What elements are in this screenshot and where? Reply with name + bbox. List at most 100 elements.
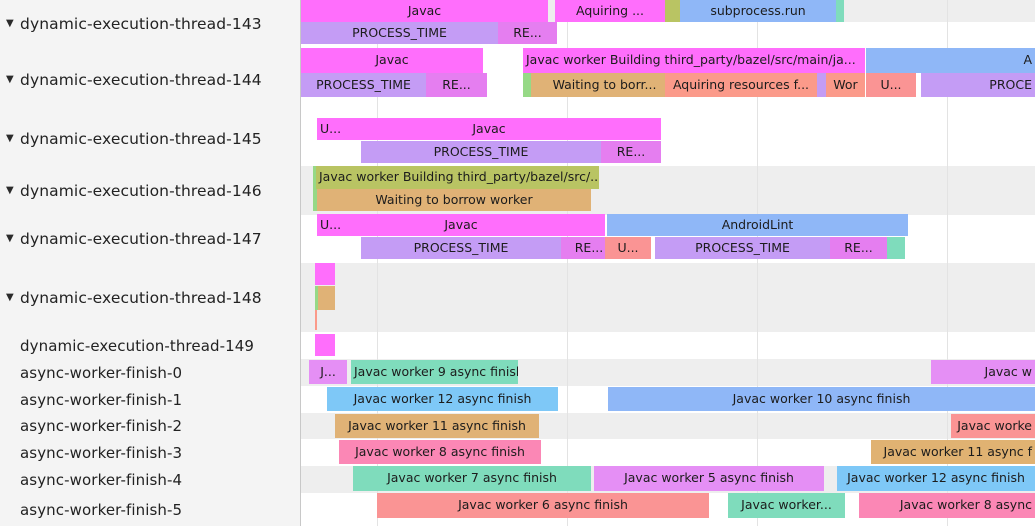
track-label-row[interactable]: ▼async-worker-finish-4 bbox=[0, 466, 300, 493]
chevron-down-icon[interactable]: ▼ bbox=[6, 291, 14, 303]
trace-span[interactable]: Waiting to borr... bbox=[544, 73, 665, 97]
trace-span[interactable] bbox=[836, 0, 844, 22]
trace-span-label: AndroidLint bbox=[721, 216, 794, 232]
trace-span[interactable] bbox=[315, 263, 335, 285]
trace-span-label: Wor bbox=[833, 76, 858, 92]
track-label-text: async-worker-finish-2 bbox=[20, 417, 183, 435]
trace-span-label: Javac w bbox=[984, 363, 1032, 379]
trace-span[interactable] bbox=[523, 73, 531, 97]
trace-span[interactable] bbox=[315, 310, 317, 330]
track-label-row[interactable]: ▼ dynamic-execution-thread-148 bbox=[0, 263, 300, 332]
trace-span[interactable]: PROCESS_TIME bbox=[301, 73, 426, 97]
trace-span[interactable] bbox=[315, 286, 318, 310]
trace-span[interactable]: Javac worker Building third_party/bazel/… bbox=[523, 48, 865, 73]
trace-span[interactable] bbox=[318, 286, 335, 310]
trace-span[interactable]: Aquiring resources f... bbox=[665, 73, 817, 97]
trace-span[interactable]: Waiting to borrow worker bbox=[317, 189, 591, 211]
track-label-text: dynamic-execution-thread-147 bbox=[20, 230, 262, 248]
track-label-text: dynamic-execution-thread-143 bbox=[20, 15, 262, 33]
chevron-down-icon[interactable]: ▼ bbox=[6, 73, 14, 85]
trace-span-label: PROCESS_TIME bbox=[433, 143, 529, 159]
track-label-row[interactable]: ▼ dynamic-execution-thread-147 bbox=[0, 215, 300, 263]
track-label-row[interactable]: ▼async-worker-finish-3 bbox=[0, 439, 300, 466]
trace-span[interactable] bbox=[531, 73, 544, 97]
track-label-row[interactable]: ▼async-worker-finish-0 bbox=[0, 359, 300, 386]
trace-span[interactable]: Javac w bbox=[931, 360, 1035, 384]
trace-span[interactable]: Javac worker Building third_party/bazel/… bbox=[316, 166, 599, 189]
trace-span[interactable] bbox=[665, 0, 680, 22]
trace-span[interactable]: PROCESS_TIME bbox=[361, 237, 561, 259]
track-label-text: dynamic-execution-thread-146 bbox=[20, 181, 262, 200]
trace-span[interactable] bbox=[315, 334, 335, 356]
trace-span[interactable]: AndroidLint bbox=[607, 214, 908, 236]
track-label-row[interactable]: ▼ dynamic-execution-thread-146 bbox=[0, 166, 300, 215]
chevron-down-icon[interactable]: ▼ bbox=[6, 184, 14, 196]
trace-span[interactable]: Wor bbox=[826, 73, 865, 97]
trace-span[interactable]: Javac bbox=[301, 0, 548, 22]
trace-span[interactable] bbox=[887, 237, 905, 259]
trace-span[interactable]: Javac worker 7 async finish bbox=[353, 466, 591, 491]
trace-span-label: Aquiring resources f... bbox=[672, 76, 810, 92]
trace-span[interactable]: PROCESS_TIME bbox=[361, 141, 601, 163]
trace-span[interactable]: Javac worker 11 async f bbox=[871, 440, 1035, 464]
track-label-row[interactable]: ▼async-worker-finish-1 bbox=[0, 386, 300, 413]
trace-span[interactable]: PROCESS_TIME bbox=[655, 237, 830, 259]
trace-span[interactable]: RE... bbox=[830, 237, 887, 259]
trace-span[interactable]: Javac worker 10 async finish bbox=[608, 387, 1035, 411]
trace-span[interactable]: PROCE bbox=[921, 73, 1035, 97]
trace-span-label: Javac bbox=[472, 120, 506, 136]
trace-span-label: Javac worker 10 async finish bbox=[732, 390, 911, 406]
track-label-gutter: ▼ dynamic-execution-thread-143 ▼ dynamic-ex… bbox=[0, 0, 301, 526]
trace-span[interactable]: RE... bbox=[601, 141, 661, 163]
trace-span[interactable]: RE... bbox=[498, 22, 557, 44]
trace-span[interactable]: Javac worker 8 async bbox=[859, 493, 1035, 518]
trace-span[interactable]: subprocess.run bbox=[680, 0, 836, 22]
trace-span-label: U... bbox=[320, 216, 342, 232]
time-gridline bbox=[567, 0, 568, 526]
trace-span[interactable]: U... bbox=[866, 73, 916, 97]
track-label-row[interactable]: ▼async-worker-finish-5 bbox=[0, 493, 300, 526]
trace-span[interactable]: Javac worker... bbox=[728, 493, 845, 518]
chevron-down-icon[interactable]: ▼ bbox=[6, 132, 14, 144]
trace-span[interactable]: PROCESS_TIME bbox=[301, 22, 498, 44]
trace-span[interactable]: Javac worker 9 async finish bbox=[351, 360, 518, 384]
trace-span-label: Javac worker 5 async finish bbox=[624, 470, 794, 486]
track-label-row[interactable]: ▼async-worker-finish-2 bbox=[0, 413, 300, 439]
trace-span[interactable]: U... bbox=[317, 118, 361, 140]
trace-span-label: Javac worker Building third_party/bazel/… bbox=[319, 169, 599, 185]
track-label-row[interactable]: ▼ dynamic-execution-thread-143 bbox=[0, 0, 300, 48]
trace-span[interactable] bbox=[817, 73, 826, 97]
trace-span-label: Javac worker 7 async finish bbox=[387, 470, 557, 486]
trace-span[interactable]: Javac worker 12 async finish bbox=[327, 387, 558, 411]
trace-span-label: U... bbox=[320, 120, 342, 136]
trace-span-label: Javac worke bbox=[957, 417, 1032, 433]
trace-span[interactable]: Javac worker 12 async finish bbox=[837, 466, 1035, 491]
trace-span[interactable]: U... bbox=[317, 214, 361, 236]
track-label-row[interactable]: ▼ dynamic-execution-thread-144 bbox=[0, 48, 300, 111]
trace-span[interactable]: Aquiring ... bbox=[555, 0, 665, 22]
trace-span-label: Javac worker 11 async f bbox=[883, 443, 1032, 459]
trace-span[interactable] bbox=[313, 189, 317, 211]
chevron-down-icon[interactable]: ▼ bbox=[6, 18, 14, 29]
trace-span[interactable]: RE... bbox=[426, 73, 487, 97]
trace-span[interactable]: Javac bbox=[301, 48, 483, 73]
trace-span-label: Javac worker 8 async finish bbox=[355, 443, 525, 459]
trace-span[interactable]: Javac bbox=[317, 118, 661, 140]
trace-span[interactable]: Javac worke bbox=[951, 414, 1035, 438]
track-label-text: dynamic-execution-thread-148 bbox=[20, 288, 262, 307]
trace-span[interactable]: Javac worker 8 async finish bbox=[339, 440, 541, 464]
trace-span[interactable]: Javac worker 11 async finish bbox=[335, 414, 539, 438]
trace-span[interactable] bbox=[313, 166, 316, 189]
trace-span-label: U... bbox=[617, 239, 639, 255]
track-label-row[interactable]: ▼dynamic-execution-thread-149 bbox=[0, 332, 300, 359]
trace-span-label: PROCESS_TIME bbox=[352, 24, 447, 40]
trace-span[interactable]: Javac worker 5 async finish bbox=[594, 466, 824, 491]
trace-span[interactable]: Javac worker 6 async finish bbox=[377, 493, 709, 518]
trace-span-label: subprocess.run bbox=[710, 2, 806, 18]
chevron-down-icon[interactable]: ▼ bbox=[6, 233, 14, 244]
trace-span[interactable]: A bbox=[866, 48, 1035, 73]
trace-span[interactable]: J... bbox=[309, 360, 347, 384]
track-label-row[interactable]: ▼ dynamic-execution-thread-145 bbox=[0, 111, 300, 166]
timeline-canvas[interactable]: Javac Aquiring ... subprocess.run PROCESS_T… bbox=[301, 0, 1035, 526]
trace-span[interactable]: U... bbox=[605, 237, 651, 259]
